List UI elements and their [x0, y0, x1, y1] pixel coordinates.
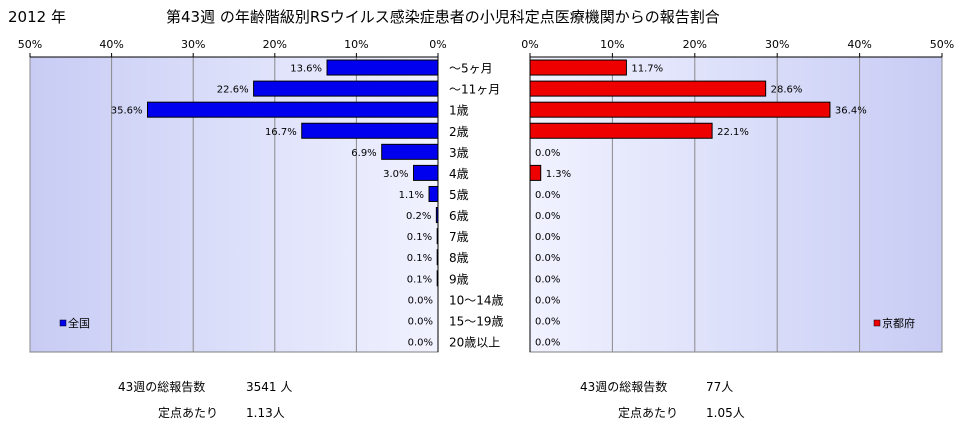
national-data-label: 13.6%	[290, 64, 322, 75]
national-data-label: 0.0%	[408, 295, 433, 306]
category-label: 8歳	[449, 251, 469, 265]
chart-title: 第43週 の年齢階級別RSウイルス感染症患者の小児科定点医療機関からの報告割合	[166, 8, 720, 26]
category-label: 4歳	[449, 167, 469, 181]
national-data-label: 1.1%	[399, 190, 424, 201]
kyoto-data-label: 11.7%	[631, 64, 663, 75]
category-label: 15～19歳	[449, 314, 504, 328]
right-tick-label: 50%	[930, 38, 954, 51]
kyoto-data-label: 0.0%	[535, 295, 560, 306]
left-tick-label: 30%	[181, 38, 205, 51]
kyoto-per-label: 定点あたり	[618, 406, 679, 420]
category-label: 6歳	[449, 209, 469, 223]
national-bar	[253, 80, 439, 97]
national-bar	[326, 59, 439, 76]
year-label: 2012 年	[8, 8, 66, 26]
kyoto-data-label: 0.0%	[535, 337, 560, 348]
left-tick-label: 10%	[344, 38, 368, 51]
kyoto-data-label: 28.6%	[771, 85, 803, 96]
kyoto-legend-label: 京都府	[882, 316, 915, 330]
national-total-label: 43週の総報告数	[118, 380, 206, 394]
kyoto-bar	[529, 80, 767, 97]
national-data-label: 35.6%	[111, 106, 143, 117]
national-bar	[147, 101, 439, 118]
right-tick-label: 40%	[847, 38, 871, 51]
left-tick-label: 40%	[99, 38, 123, 51]
national-bar	[413, 164, 439, 181]
kyoto-data-label: 0.0%	[535, 253, 560, 264]
category-label: 3歳	[449, 146, 469, 160]
category-label: 10～14歳	[449, 293, 504, 307]
left-tick-label: 0%	[429, 38, 446, 51]
right-tick-label: 30%	[765, 38, 789, 51]
category-label: 1歳	[449, 104, 469, 118]
kyoto-data-label: 0.0%	[535, 316, 560, 327]
kyoto-data-label: 1.3%	[546, 169, 571, 180]
right-tick-label: 10%	[600, 38, 624, 51]
national-data-label: 0.2%	[406, 211, 431, 222]
category-label: 20歳以上	[449, 335, 500, 349]
kyoto-bar	[529, 59, 627, 76]
left-tick-label: 50%	[18, 38, 42, 51]
national-per-value: 1.13人	[246, 406, 285, 420]
national-data-label: 6.9%	[351, 148, 376, 159]
left-plot-area	[29, 56, 439, 353]
category-label: 7歳	[449, 230, 469, 244]
category-label: 5歳	[449, 188, 469, 202]
national-bar	[381, 143, 439, 160]
kyoto-data-label: 22.1%	[717, 127, 749, 138]
kyoto-bar	[529, 164, 542, 181]
category-label: ～5ヶ月	[449, 62, 493, 76]
left-tick-label: 20%	[263, 38, 287, 51]
national-data-label: 0.1%	[407, 253, 432, 264]
national-legend-swatch	[59, 319, 67, 327]
national-legend-label: 全国	[68, 316, 90, 330]
national-data-label: 0.0%	[408, 316, 433, 327]
kyoto-bar	[529, 101, 831, 118]
kyoto-data-label: 0.0%	[535, 211, 560, 222]
category-label: ～11ヶ月	[449, 83, 500, 97]
kyoto-data-label: 0.0%	[535, 190, 560, 201]
kyoto-data-label: 0.0%	[535, 148, 560, 159]
category-label: 9歳	[449, 272, 469, 286]
right-tick-label: 0%	[521, 38, 538, 51]
kyoto-bar	[529, 122, 713, 139]
kyoto-per-value: 1.05人	[706, 406, 745, 420]
national-total-value: 3541 人	[246, 380, 293, 394]
national-per-label: 定点あたり	[158, 406, 219, 420]
national-data-label: 16.7%	[265, 127, 297, 138]
national-bar	[428, 185, 439, 202]
national-data-label: 3.0%	[383, 169, 408, 180]
kyoto-legend-swatch	[873, 319, 881, 327]
kyoto-total-label: 43週の総報告数	[580, 380, 668, 394]
national-data-label: 22.6%	[217, 85, 249, 96]
national-data-label: 0.1%	[407, 274, 432, 285]
kyoto-data-label: 0.0%	[535, 232, 560, 243]
national-bar	[301, 122, 439, 139]
national-data-label: 0.1%	[407, 232, 432, 243]
kyoto-data-label: 0.0%	[535, 274, 560, 285]
kyoto-data-label: 36.4%	[835, 106, 867, 117]
category-label: 2歳	[449, 125, 469, 139]
kyoto-total-value: 77人	[706, 380, 734, 394]
right-tick-label: 20%	[683, 38, 707, 51]
national-data-label: 0.0%	[408, 337, 433, 348]
right-plot-area	[529, 56, 943, 353]
